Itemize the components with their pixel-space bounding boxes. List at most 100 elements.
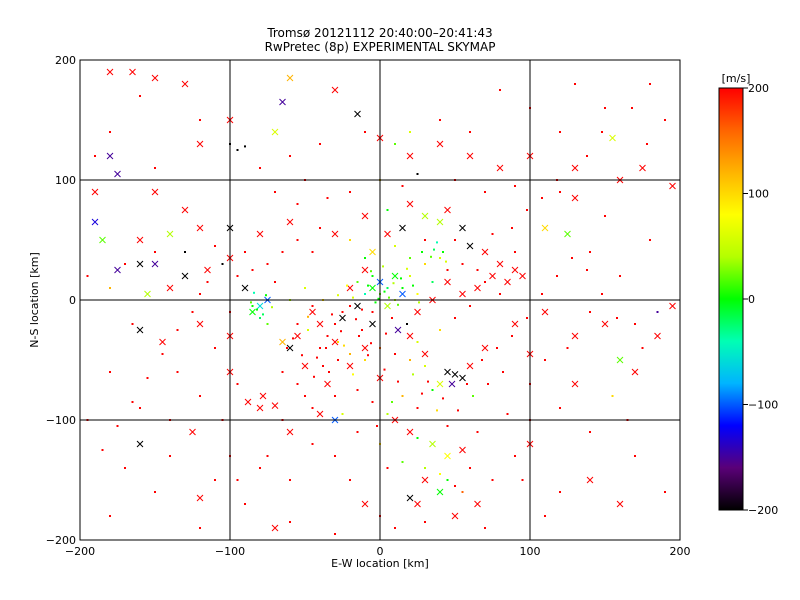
data-point-dot bbox=[641, 347, 644, 349]
y-tick-label: 200 bbox=[55, 54, 76, 67]
data-point-dot bbox=[154, 167, 156, 169]
data-point-dot bbox=[409, 359, 411, 361]
data-point-dot bbox=[281, 371, 284, 373]
data-point-dot bbox=[371, 311, 374, 313]
data-point-x bbox=[151, 188, 159, 196]
data-point-x bbox=[496, 260, 504, 268]
data-point-x bbox=[256, 404, 264, 412]
data-point-x bbox=[436, 140, 444, 148]
data-point-dot bbox=[325, 347, 327, 349]
data-point-x bbox=[106, 68, 114, 76]
data-point-dot bbox=[244, 503, 246, 505]
data-point-x bbox=[114, 266, 121, 274]
data-point-dot bbox=[412, 373, 414, 376]
data-point-dot bbox=[337, 359, 339, 361]
data-point-dot bbox=[454, 317, 456, 319]
data-point-dot bbox=[436, 241, 438, 244]
data-point-x bbox=[316, 410, 324, 418]
data-point-dot bbox=[337, 294, 339, 297]
data-point-dot bbox=[454, 239, 456, 241]
data-point-dot bbox=[322, 365, 324, 367]
data-point-dot bbox=[307, 315, 309, 318]
data-point-x bbox=[384, 230, 391, 238]
data-point-dot bbox=[340, 330, 342, 333]
data-point-x bbox=[448, 380, 456, 388]
data-point-x bbox=[406, 332, 414, 340]
data-point-x bbox=[616, 500, 624, 508]
data-point-dot bbox=[496, 347, 498, 349]
data-point-dot bbox=[334, 533, 336, 535]
data-point-dot bbox=[541, 293, 543, 295]
data-point-dot bbox=[601, 131, 603, 133]
x-tick-label: −100 bbox=[215, 545, 245, 558]
data-point-dot bbox=[506, 413, 509, 415]
data-point-dot bbox=[634, 323, 636, 325]
data-point-x bbox=[669, 182, 676, 190]
data-point-dot bbox=[349, 305, 351, 307]
data-point-dot bbox=[446, 479, 449, 481]
data-point-dot bbox=[481, 359, 483, 361]
data-point-x bbox=[106, 152, 114, 160]
data-point-dot bbox=[388, 296, 390, 299]
data-point-x bbox=[436, 218, 444, 226]
data-point-dot bbox=[352, 296, 354, 299]
data-point-x bbox=[271, 128, 279, 136]
data-point-dot bbox=[491, 233, 494, 235]
data-point-x bbox=[189, 428, 196, 436]
data-point-x bbox=[444, 452, 451, 460]
data-point-dot bbox=[446, 425, 449, 427]
data-point-dot bbox=[611, 395, 614, 397]
data-point-dot bbox=[146, 377, 149, 379]
data-point-dot bbox=[286, 347, 288, 349]
data-point-dot bbox=[374, 301, 377, 304]
data-point-x bbox=[91, 218, 99, 226]
data-point-dot bbox=[391, 401, 393, 403]
data-point-x bbox=[204, 266, 211, 274]
data-point-x bbox=[459, 290, 466, 298]
data-point-dot bbox=[526, 317, 528, 319]
data-point-dot bbox=[566, 347, 569, 349]
data-point-dot bbox=[619, 275, 621, 277]
data-point-dot bbox=[416, 173, 419, 175]
data-point-dot bbox=[371, 401, 374, 403]
data-point-dot bbox=[431, 389, 434, 391]
data-point-x bbox=[669, 302, 676, 310]
data-point-dot bbox=[124, 263, 126, 265]
data-point-dot bbox=[454, 485, 456, 487]
data-point-x bbox=[564, 230, 571, 238]
data-point-x bbox=[166, 284, 174, 292]
data-point-x bbox=[459, 374, 466, 382]
data-point-x bbox=[384, 302, 391, 310]
data-point-x bbox=[451, 512, 459, 520]
data-point-x bbox=[91, 188, 99, 196]
data-point-x bbox=[361, 344, 369, 352]
data-point-x bbox=[136, 326, 144, 334]
data-point-dot bbox=[259, 467, 261, 469]
data-point-x bbox=[519, 272, 526, 280]
x-tick-label: 0 bbox=[377, 545, 384, 558]
data-point-dot bbox=[326, 197, 329, 199]
data-point-x bbox=[511, 320, 519, 328]
data-point-dot bbox=[499, 293, 501, 295]
data-point-x bbox=[601, 320, 609, 328]
data-point-x bbox=[114, 170, 121, 178]
data-point-dot bbox=[514, 185, 516, 187]
data-point-x bbox=[129, 68, 136, 76]
data-point-dot bbox=[401, 287, 404, 289]
data-point-dot bbox=[251, 305, 254, 307]
data-point-dot bbox=[511, 335, 513, 337]
data-point-dot bbox=[109, 131, 111, 133]
data-point-dot bbox=[604, 215, 606, 217]
data-point-dot bbox=[634, 455, 636, 457]
data-point-dot bbox=[499, 89, 501, 91]
data-point-dot bbox=[169, 455, 171, 457]
data-point-dot bbox=[349, 353, 351, 355]
data-point-dot bbox=[502, 371, 504, 373]
data-point-dot bbox=[430, 255, 432, 258]
data-point-dot bbox=[86, 275, 89, 277]
data-point-dot bbox=[349, 191, 351, 193]
data-point-dot bbox=[236, 275, 239, 277]
data-point-dot bbox=[361, 308, 363, 311]
data-point-dot bbox=[116, 425, 119, 427]
